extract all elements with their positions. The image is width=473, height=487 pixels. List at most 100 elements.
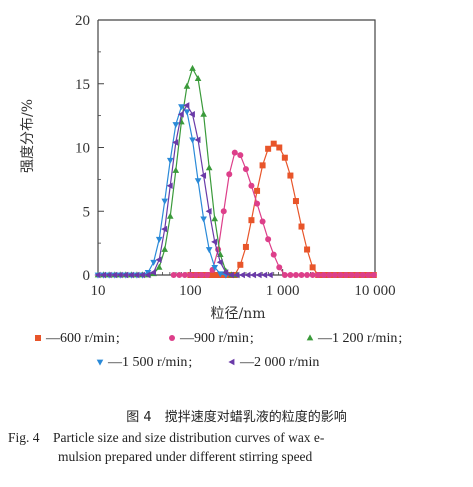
- data-point: [304, 246, 311, 253]
- data-point: [189, 64, 196, 71]
- data-point: [237, 152, 244, 159]
- data-point: [170, 272, 177, 278]
- data-point: [248, 217, 255, 224]
- data-point: [276, 144, 283, 151]
- y-tick-label: 20: [75, 13, 90, 29]
- data-point: [211, 264, 219, 271]
- y-tick-label: 5: [83, 204, 91, 220]
- legend-label: —2 000 r/min: [239, 355, 319, 370]
- data-point: [292, 272, 299, 278]
- data-point: [298, 223, 305, 230]
- data-point: [320, 272, 327, 278]
- data-point: [265, 145, 272, 152]
- data-point: [198, 272, 205, 278]
- data-point: [194, 178, 202, 185]
- legend-marker: [169, 335, 175, 341]
- data-point: [205, 247, 213, 254]
- data-point: [161, 225, 168, 233]
- data-point: [233, 271, 240, 279]
- data-point: [222, 269, 229, 276]
- data-point: [309, 264, 316, 271]
- data-point: [100, 271, 107, 279]
- data-point: [94, 271, 101, 279]
- legend-label: —600 r/min: [45, 331, 115, 346]
- data-point: [226, 171, 233, 178]
- y-tick-label: 10: [75, 141, 90, 157]
- legend-separator: ;: [188, 355, 192, 370]
- data-point: [238, 271, 245, 279]
- data-point: [276, 264, 283, 271]
- legend-marker: [96, 359, 104, 366]
- data-point: [270, 140, 277, 147]
- legend-label: —1 200 r/min: [317, 331, 397, 346]
- data-point: [204, 272, 211, 278]
- data-point: [287, 172, 294, 179]
- data-point: [281, 272, 288, 278]
- data-point: [116, 271, 123, 279]
- data-point: [216, 271, 224, 278]
- data-point: [242, 243, 249, 250]
- data-point: [270, 251, 277, 258]
- y-tick-label: 0: [83, 268, 91, 284]
- data-point: [242, 166, 249, 173]
- legend-marker: [306, 334, 314, 341]
- y-tick-label: 15: [75, 77, 90, 93]
- series-4: [94, 102, 273, 279]
- data-point: [205, 164, 213, 171]
- data-point: [304, 272, 311, 278]
- data-point: [127, 271, 134, 279]
- data-point: [192, 272, 199, 278]
- data-point: [172, 139, 179, 146]
- legend-separator: ;: [398, 331, 402, 346]
- x-axis-label: 粒径/nm: [210, 306, 265, 322]
- data-point: [292, 198, 299, 205]
- x-tick-label: 10 000: [354, 283, 395, 299]
- data-point: [155, 256, 162, 263]
- data-point: [315, 272, 322, 278]
- data-point: [359, 272, 366, 278]
- series-1: [170, 149, 377, 278]
- data-point: [259, 218, 266, 225]
- data-point: [205, 207, 212, 215]
- data-point: [194, 136, 201, 144]
- data-point: [177, 111, 184, 118]
- legend-item: —1 200 r/min;: [306, 331, 402, 346]
- y-axis-label: 强度分布/%: [20, 99, 36, 173]
- data-point: [194, 75, 202, 82]
- data-point: [354, 272, 361, 278]
- data-point: [209, 272, 216, 278]
- data-point: [211, 215, 219, 222]
- data-point: [166, 212, 174, 219]
- data-point: [370, 272, 377, 278]
- data-point: [105, 271, 112, 279]
- figure-caption-en-line1: Fig. 4 Particle size and size distributi…: [8, 430, 325, 445]
- data-point: [189, 137, 196, 144]
- data-point: [365, 272, 372, 278]
- data-point: [254, 200, 261, 207]
- figure-caption-en: Fig. 4 Particle size and size distributi…: [8, 428, 468, 466]
- legend-item: —1 500 r/min;: [96, 355, 192, 370]
- data-point: [138, 271, 145, 279]
- data-point: [166, 157, 174, 164]
- data-point: [237, 261, 244, 268]
- legend-item: —2 000 r/min: [228, 355, 319, 370]
- series-3: [94, 104, 230, 279]
- data-point: [309, 272, 316, 278]
- x-tick-label: 1 000: [266, 283, 300, 299]
- chart-legend: —600 r/min; —900 r/min; —1 200 r/min ;—1 50…: [35, 331, 402, 370]
- data-point: [331, 272, 338, 278]
- x-tick-label: 10: [91, 283, 106, 299]
- data-point: [259, 162, 266, 169]
- data-point: [244, 271, 251, 279]
- legend-label: —900 r/min: [179, 331, 249, 346]
- data-point: [176, 272, 183, 278]
- series-2: [94, 64, 241, 278]
- data-point: [265, 236, 272, 243]
- data-point: [111, 271, 118, 279]
- figure-caption-en-line2: mulsion prepared under different stirrin…: [58, 449, 313, 464]
- data-point: [149, 269, 156, 276]
- legend-separator: ;: [116, 331, 120, 346]
- data-point: [227, 271, 234, 279]
- plot-frame: [97, 19, 376, 276]
- data-point: [287, 272, 294, 278]
